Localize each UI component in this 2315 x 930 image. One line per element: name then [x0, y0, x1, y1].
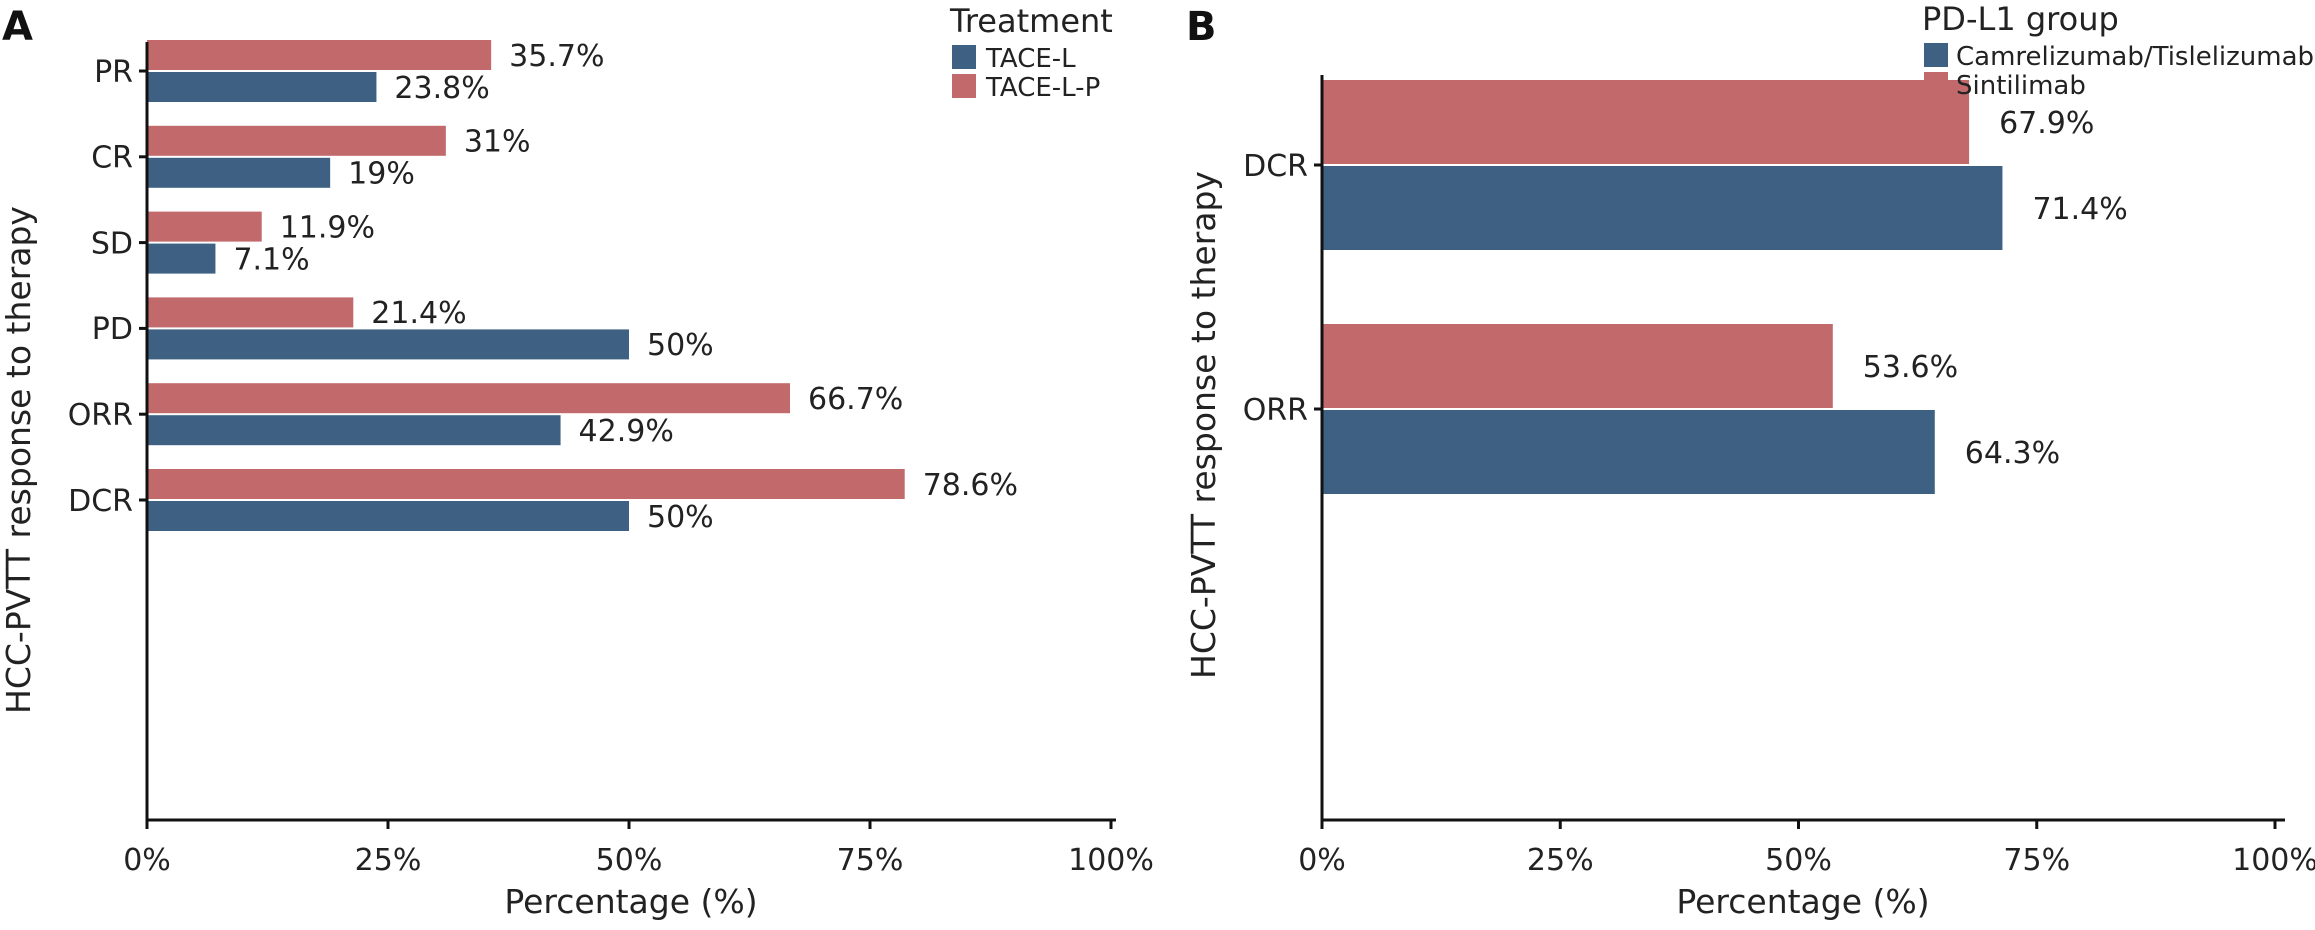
panel-a-y-tick-label-pr: PR: [94, 55, 133, 90]
panel-b-legend-label-sintilimab: Sintilimab: [1956, 71, 2086, 101]
panel-b-y-axis-title: HCC-PVTT response to therapy: [1184, 171, 1223, 679]
panel-a-data-label-dcr-tace-l: 50%: [647, 500, 714, 535]
panel-a-data-label-dcr-tace-l-p: 78.6%: [923, 468, 1018, 503]
panel-b-x-tick-label-25: 25%: [1527, 843, 1594, 878]
panel-a-bar-pr-tace-l-p: [147, 40, 492, 70]
panel-a-bar-labels: 23.8% 35.7% 19% 31% 7.1%11.9% 50% 21.4% 42.9% 66…: [233, 39, 1018, 535]
panel-a-bar-cr-tace-l: [147, 157, 331, 188]
panel-b-bar-dcr-camrelizumab-tislelizumab: [1322, 166, 2003, 250]
panel-a-bar-sd-tace-l-p: [147, 211, 262, 242]
panel-b-legend-swatch-camrelizumab-tislelizumab: [1924, 43, 1948, 67]
panel-a-x-tick-label-25: 25%: [355, 843, 422, 878]
panel-a-bar-pr-tace-l: [147, 72, 377, 102]
panel-b-bars: [1322, 80, 2003, 494]
panel-b-data-label-dcr-camrelizumab-tislelizumab: 71.4%: [2032, 192, 2127, 227]
panel-a-bar-dcr-tace-l: [147, 501, 629, 531]
panel-b-legend-label-camrelizumab-tislelizumab: Camrelizumab/Tislelizumab: [1956, 42, 2314, 72]
panel-a-data-label-sd-tace-l-p: 11.9%: [280, 210, 375, 245]
panel-b-x-ticks: 0% 25% 50% 75% 100%: [1298, 820, 2315, 878]
panel-b: B 71.4% 67.9% 64.3% 53.6% DCR ORR 0% 25% 50% 75…: [1184, 0, 2315, 921]
panel-b-bar-labels: 71.4% 67.9% 64.3% 53.6%: [1863, 106, 2128, 471]
panel-b-data-label-orr-camrelizumab-tislelizumab: 64.3%: [1965, 436, 2060, 471]
panel-a-x-tick-label-50: 50%: [596, 843, 663, 878]
panel-b-data-label-orr-sintilimab: 53.6%: [1863, 350, 1958, 385]
panel-a-y-tick-label-cr: CR: [91, 141, 133, 176]
panel-a-x-tick-label-75: 75%: [837, 843, 904, 878]
panel-a-label: A: [2, 4, 33, 50]
panel-a-data-label-sd-tace-l: 7.1%: [233, 242, 309, 277]
panel-a-bar-cr-tace-l-p: [147, 125, 446, 156]
panel-a-legend-label-tace-l: TACE-L: [985, 44, 1076, 74]
panel-b-x-tick-label-50: 50%: [1765, 843, 1832, 878]
panel-a-data-label-cr-tace-l-p: 31%: [464, 125, 531, 160]
panel-b-bar-orr-sintilimab: [1322, 324, 1833, 408]
panel-a-y-tick-label-dcr: DCR: [68, 484, 133, 519]
panel-a-x-tick-label-0: 0%: [123, 843, 171, 878]
panel-b-x-axis-title: Percentage (%): [1676, 882, 1929, 921]
panel-a-data-label-pr-tace-l-p: 35.7%: [509, 39, 604, 74]
panel-a-data-label-orr-tace-l-p: 66.7%: [808, 382, 903, 417]
panel-a-data-label-orr-tace-l: 42.9%: [579, 414, 674, 449]
panel-a-data-label-pr-tace-l: 23.8%: [394, 71, 489, 106]
panel-a: A 23.8% 35.7% 19% 31% 7.1%11.9% 50% 21.4% 42.9%…: [0, 2, 1154, 921]
panel-a-bar-orr-tace-l-p: [147, 383, 790, 414]
panel-b-x-tick-label-75: 75%: [2003, 843, 2070, 878]
panel-a-bar-orr-tace-l: [147, 415, 561, 446]
panel-b-x-tick-label-0: 0%: [1298, 843, 1346, 878]
panel-a-legend-title: Treatment: [949, 2, 1113, 40]
panel-a-bar-pd-tace-l: [147, 329, 629, 360]
panel-a-bar-sd-tace-l: [147, 243, 216, 274]
panel-a-y-tick-label-orr: ORR: [68, 398, 133, 433]
panel-a-bar-dcr-tace-l-p: [147, 469, 905, 499]
panel-b-label: B: [1186, 4, 1217, 50]
panel-a-y-tick-label-sd: SD: [91, 226, 133, 261]
panel-a-data-label-cr-tace-l: 19%: [348, 157, 415, 192]
panel-a-y-tick-label-pd: PD: [92, 312, 133, 347]
panel-a-bars: [147, 40, 905, 531]
panel-a-y-ticks: PR CR SD PD ORR DCR: [68, 55, 147, 519]
panel-a-y-axis-title: HCC-PVTT response to therapy: [0, 206, 38, 714]
panel-b-x-tick-label-100: 100%: [2232, 843, 2315, 878]
panel-b-data-label-dcr-sintilimab: 67.9%: [1999, 106, 2094, 141]
panel-a-legend: Treatment TACE-L TACE-L-P: [949, 2, 1113, 103]
panel-b-legend-swatch-sintilimab: [1924, 72, 1948, 96]
panel-b-bar-dcr-sintilimab: [1322, 80, 1970, 164]
panel-b-y-ticks: DCR ORR: [1243, 149, 1322, 428]
panel-a-legend-swatch-tace-l-p: [952, 74, 976, 98]
panel-a-data-label-pd-tace-l: 50%: [647, 328, 714, 363]
panel-a-x-tick-label-100: 100%: [1068, 843, 1154, 878]
panel-b-bar-orr-camrelizumab-tislelizumab: [1322, 410, 1935, 494]
panel-a-bar-pd-tace-l-p: [147, 297, 354, 328]
panel-b-legend: PD-L1 group Camrelizumab/Tislelizumab Si…: [1922, 0, 2314, 101]
panel-a-x-axis-title: Percentage (%): [504, 882, 757, 921]
panel-a-data-label-pd-tace-l-p: 21.4%: [371, 296, 466, 331]
panel-a-x-ticks: 0% 25% 50% 75% 100%: [123, 820, 1154, 878]
panel-b-y-tick-label-orr: ORR: [1243, 393, 1308, 428]
panel-b-legend-title: PD-L1 group: [1922, 0, 2119, 38]
panel-b-y-tick-label-dcr: DCR: [1243, 149, 1308, 184]
panel-a-legend-label-tace-l-p: TACE-L-P: [985, 73, 1100, 103]
panel-a-legend-swatch-tace-l: [952, 45, 976, 69]
